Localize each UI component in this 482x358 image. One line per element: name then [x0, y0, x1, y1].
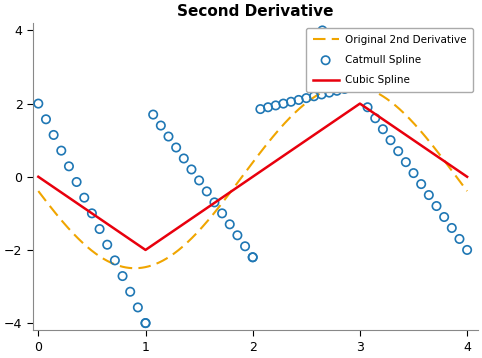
Catmull Spline [310, 93, 318, 99]
Catmull Spline [226, 222, 234, 227]
Catmull Spline [463, 247, 471, 253]
Catmull Spline [256, 106, 264, 112]
Original 2nd Derivative [346, 83, 352, 87]
Catmull Spline [341, 86, 348, 92]
Catmull Spline [103, 242, 111, 248]
Catmull Spline [241, 243, 249, 249]
Catmull Spline [111, 257, 119, 263]
Catmull Spline [203, 189, 211, 194]
Cubic Spline [35, 175, 41, 179]
Catmull Spline [308, 39, 316, 44]
Catmull Spline [348, 84, 356, 90]
Catmull Spline [333, 88, 341, 94]
Original 2nd Derivative [285, 118, 291, 122]
Catmull Spline [50, 132, 57, 138]
Catmull Spline [387, 137, 394, 143]
Catmull Spline [295, 97, 303, 103]
Catmull Spline [417, 181, 425, 187]
Catmull Spline [142, 320, 149, 326]
Catmull Spline [364, 105, 372, 110]
Catmull Spline [180, 156, 187, 161]
Legend: Original 2nd Derivative, Catmull Spline, Cubic Spline: Original 2nd Derivative, Catmull Spline,… [307, 28, 473, 92]
Original 2nd Derivative [62, 222, 67, 226]
Catmull Spline [42, 116, 50, 122]
Catmull Spline [379, 126, 387, 132]
Catmull Spline [402, 159, 410, 165]
Line: Cubic Spline: Cubic Spline [38, 103, 467, 250]
Catmull Spline [249, 255, 256, 260]
Catmull Spline [356, 82, 364, 88]
Catmull Spline [272, 102, 280, 108]
Catmull Spline [440, 214, 448, 220]
Catmull Spline [73, 179, 80, 185]
Catmull Spline [157, 123, 165, 129]
Cubic Spline [464, 175, 470, 179]
Catmull Spline [65, 164, 73, 169]
Catmull Spline [126, 289, 134, 295]
Catmull Spline [149, 112, 157, 117]
Catmull Spline [287, 99, 295, 105]
Catmull Spline [134, 305, 142, 310]
Catmull Spline [172, 145, 180, 150]
Catmull Spline [211, 199, 218, 205]
Catmull Spline [119, 273, 126, 279]
Catmull Spline [394, 148, 402, 154]
Original 2nd Derivative [296, 107, 302, 111]
Catmull Spline [318, 92, 325, 97]
Catmull Spline [356, 82, 364, 88]
Catmull Spline [455, 236, 463, 242]
Catmull Spline [371, 115, 379, 121]
Original 2nd Derivative [406, 116, 412, 120]
Original 2nd Derivative [132, 266, 138, 270]
Catmull Spline [410, 170, 417, 176]
Catmull Spline [280, 101, 287, 106]
Original 2nd Derivative [35, 189, 41, 193]
Catmull Spline [165, 134, 173, 139]
Catmull Spline [319, 28, 326, 33]
Catmull Spline [187, 166, 195, 172]
Catmull Spline [325, 90, 333, 96]
Cubic Spline [357, 101, 363, 106]
Original 2nd Derivative [309, 96, 315, 101]
Catmull Spline [218, 211, 226, 216]
Catmull Spline [34, 101, 42, 106]
Catmull Spline [80, 195, 88, 200]
Catmull Spline [142, 320, 149, 326]
Catmull Spline [303, 95, 310, 101]
Catmull Spline [425, 192, 433, 198]
Catmull Spline [195, 178, 203, 183]
Original 2nd Derivative [464, 189, 470, 193]
Catmull Spline [264, 105, 272, 110]
Catmull Spline [96, 226, 104, 232]
Catmull Spline [57, 148, 65, 154]
Cubic Spline [143, 248, 148, 252]
Title: Second Derivative: Second Derivative [177, 4, 334, 19]
Catmull Spline [433, 203, 441, 209]
Catmull Spline [249, 255, 256, 260]
Catmull Spline [88, 211, 96, 216]
Catmull Spline [448, 225, 455, 231]
Line: Original 2nd Derivative: Original 2nd Derivative [38, 85, 467, 268]
Catmull Spline [234, 232, 241, 238]
Original 2nd Derivative [362, 86, 367, 90]
